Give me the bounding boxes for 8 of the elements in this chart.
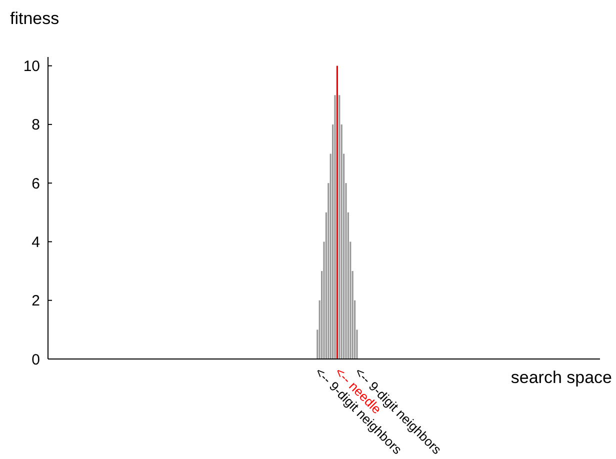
y-axis-title: fitness [10,9,60,28]
y-tick-label: 6 [32,175,40,192]
y-tick-label: 2 [32,292,40,310]
y-tick-label: 10 [23,58,40,76]
y-tick-label: 0 [32,351,40,368]
y-tick-label: 4 [32,234,40,251]
y-tick-label: 8 [32,116,40,134]
x-axis-title: search space [510,368,612,387]
